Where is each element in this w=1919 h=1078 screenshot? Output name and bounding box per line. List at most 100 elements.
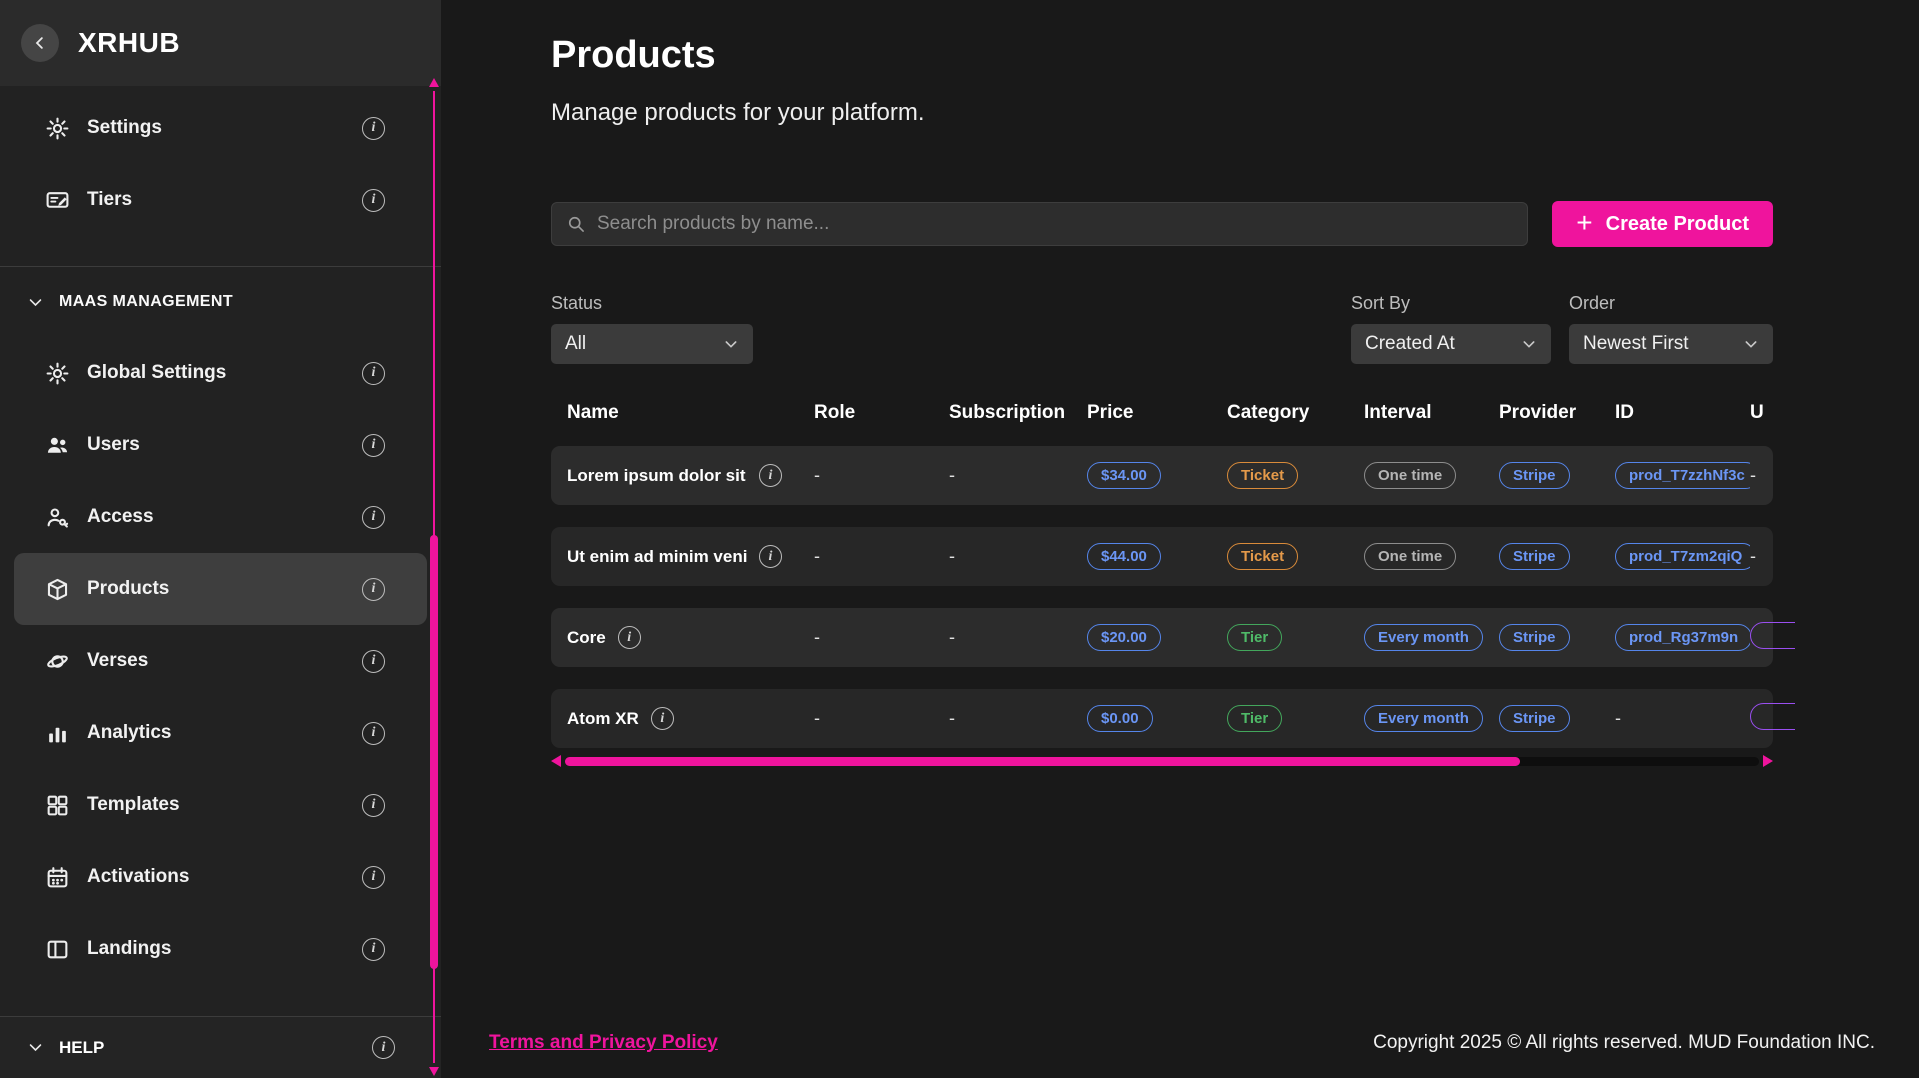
sidebar-scrollbar[interactable] (429, 78, 439, 1078)
footer: Terms and Privacy Policy Copyright 2025 … (441, 1032, 1919, 1078)
search-input[interactable] (597, 213, 1513, 235)
table-header: Name Role Subscription Price Category In… (551, 402, 1795, 424)
status-select[interactable]: All (551, 324, 753, 364)
status-filter: Status All (551, 293, 753, 364)
sidebar-item-tiers[interactable]: Tiers i (14, 164, 427, 236)
sidebar-item-label: Access (87, 506, 346, 528)
sidebar-item-label: Analytics (87, 722, 346, 744)
sidebar-item-label: Activations (87, 866, 346, 888)
product-id-badge: prod_T7zm2qiQ (1615, 543, 1750, 570)
sidebar-item-global-settings[interactable]: Global Settings i (14, 337, 427, 409)
table-horizontal-scrollbar[interactable] (551, 754, 1773, 768)
sort-select[interactable]: Created At (1351, 324, 1551, 364)
gear-icon (44, 115, 71, 142)
scrollbar-thumb[interactable] (430, 535, 438, 969)
order-filter-label: Order (1569, 293, 1773, 314)
sidebar-item-access[interactable]: Access i (14, 481, 427, 553)
updated-badge (1750, 622, 1795, 649)
toolbar: + Create Product (551, 201, 1773, 247)
table-row[interactable]: Core i - - $20.00 Tier Every month Strip… (551, 608, 1795, 667)
access-key-icon (44, 504, 71, 531)
terms-privacy-link[interactable]: Terms and Privacy Policy (489, 1032, 718, 1054)
tiers-icon (44, 187, 71, 214)
scrollbar-thumb[interactable] (565, 757, 1520, 766)
info-icon[interactable]: i (362, 722, 385, 745)
product-name: Lorem ipsum dolor sit ... (567, 466, 747, 486)
info-icon[interactable]: i (759, 545, 782, 568)
updated-cell: - (1750, 465, 1795, 486)
role-cell: - (814, 465, 949, 486)
info-icon[interactable]: i (362, 506, 385, 529)
sidebar-item-activations[interactable]: Activations i (14, 841, 427, 913)
sidebar-header: XRHUB (0, 0, 441, 86)
sidebar-item-analytics[interactable]: Analytics i (14, 697, 427, 769)
sidebar-item-templates[interactable]: Templates i (14, 769, 427, 841)
sidebar-item-users[interactable]: Users i (14, 409, 427, 481)
info-icon[interactable]: i (362, 362, 385, 385)
status-filter-label: Status (551, 293, 753, 314)
filters-bar: Status All Sort By Created At (551, 293, 1773, 364)
info-icon[interactable]: i (651, 707, 674, 730)
info-icon[interactable]: i (362, 938, 385, 961)
grid-icon (44, 792, 71, 819)
sidebar-item-settings[interactable]: Settings i (14, 92, 427, 164)
price-badge: $44.00 (1087, 543, 1161, 570)
column-header-price: Price (1087, 402, 1227, 424)
scroll-right-arrow-icon[interactable] (1763, 755, 1773, 767)
search-box[interactable] (551, 202, 1528, 246)
table-row[interactable]: Atom XR i - - $0.00 Tier Every month Str… (551, 689, 1795, 748)
info-icon[interactable]: i (362, 578, 385, 601)
role-cell: - (814, 627, 949, 648)
interval-badge: One time (1364, 543, 1456, 570)
chevron-down-icon (1521, 336, 1537, 352)
sidebar-item-label: Settings (87, 117, 346, 139)
order-filter: Order Newest First (1569, 293, 1773, 364)
scroll-down-arrow-icon[interactable] (429, 1067, 439, 1076)
planet-icon (44, 648, 71, 675)
info-icon[interactable]: i (362, 794, 385, 817)
scroll-up-arrow-icon[interactable] (429, 78, 439, 87)
column-header-provider: Provider (1499, 402, 1615, 424)
order-select[interactable]: Newest First (1569, 324, 1773, 364)
create-product-button[interactable]: + Create Product (1552, 201, 1773, 247)
sidebar-item-landings[interactable]: Landings i (14, 913, 427, 985)
sort-select-value: Created At (1365, 333, 1455, 355)
box-icon (44, 576, 71, 603)
info-icon[interactable]: i (362, 434, 385, 457)
info-icon[interactable]: i (618, 626, 641, 649)
info-icon[interactable]: i (362, 650, 385, 673)
sidebar-item-verses[interactable]: Verses i (14, 625, 427, 697)
updated-badge (1750, 703, 1795, 730)
category-badge: Tier (1227, 624, 1282, 651)
sidebar-help-section[interactable]: HELP i (0, 1016, 441, 1078)
provider-badge: Stripe (1499, 624, 1570, 651)
updated-cell: - (1750, 546, 1795, 567)
info-icon[interactable]: i (362, 117, 385, 140)
table-row[interactable]: Ut enim ad minim veni... i - - $44.00 Ti… (551, 527, 1795, 586)
column-header-updated: U (1750, 402, 1795, 424)
column-header-interval: Interval (1364, 402, 1499, 424)
order-select-value: Newest First (1583, 333, 1689, 355)
info-icon[interactable]: i (759, 464, 782, 487)
sidebar-item-label: Global Settings (87, 362, 346, 384)
chevron-down-icon (723, 336, 739, 352)
info-icon[interactable]: i (372, 1036, 395, 1059)
scrollbar-track[interactable] (565, 757, 1759, 766)
copyright-text: Copyright 2025 © All rights reserved. MU… (1373, 1032, 1875, 1054)
page-subtitle: Manage products for your platform. (551, 99, 1773, 127)
table-row[interactable]: Lorem ipsum dolor sit ... i - - $34.00 T… (551, 446, 1795, 505)
info-icon[interactable]: i (362, 189, 385, 212)
chevron-down-icon (27, 294, 44, 311)
layout-icon (44, 936, 71, 963)
product-id-cell: - (1615, 708, 1750, 729)
sidebar-item-products[interactable]: Products i (14, 553, 427, 625)
role-cell: - (814, 708, 949, 729)
back-button[interactable] (21, 24, 59, 62)
sidebar-group-maas-management[interactable]: MAAS MANAGEMENT (0, 267, 441, 337)
search-icon (566, 214, 586, 234)
sidebar-item-label: Products (87, 578, 346, 600)
calendar-icon (44, 864, 71, 891)
info-icon[interactable]: i (362, 866, 385, 889)
scroll-left-arrow-icon[interactable] (551, 755, 561, 767)
column-header-id: ID (1615, 402, 1750, 424)
